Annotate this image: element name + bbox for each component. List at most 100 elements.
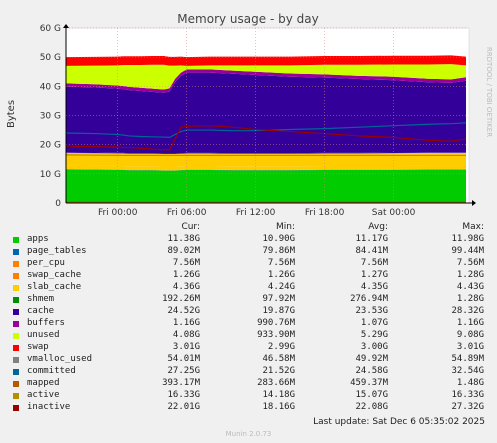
legend-max: 54.89M — [451, 354, 484, 364]
legend-cur: 4.08G — [172, 330, 200, 340]
legend-avg: 5.29G — [360, 330, 388, 340]
legend-min: 7.56M — [267, 258, 295, 268]
legend-avg: 3.00G — [360, 342, 388, 352]
area-buffers — [66, 69, 466, 93]
area-layer — [66, 55, 466, 203]
legend-min: 990.76M — [257, 318, 295, 328]
legend-min: 18.16G — [262, 402, 295, 412]
y-tick-label: 60 G — [40, 24, 61, 34]
legend-swatch — [13, 273, 19, 279]
legend-swatch — [13, 249, 19, 255]
legend-name: swap_cache — [27, 270, 82, 280]
legend-max: 16.33G — [451, 390, 484, 400]
legend-name: shmem — [27, 294, 55, 304]
y-tick-label: 30 G — [40, 112, 61, 122]
legend-swatch — [13, 405, 19, 411]
legend-swatch — [13, 285, 19, 291]
legend-avg: 24.58G — [355, 366, 388, 376]
legend-row-buffers: buffers 1.16G 990.76M 1.07G 1.16G — [0, 318, 497, 330]
legend-cur: 89.02M — [167, 246, 200, 256]
legend-row-inactive: inactive 22.01G 18.16G 22.08G 27.32G — [0, 402, 497, 414]
legend-name: slab_cache — [27, 282, 82, 292]
line-committed — [65, 122, 467, 138]
legend-name: cache — [27, 306, 55, 316]
legend-cur: 3.01G — [172, 342, 200, 352]
legend-min: 2.99G — [267, 342, 295, 352]
legend-max: 7.56M — [456, 258, 484, 268]
legend-header-cur: Cur: — [181, 222, 200, 232]
legend-cur: 54.01M — [167, 354, 200, 364]
legend-max: 9.08G — [456, 330, 484, 340]
legend-avg: 23.53G — [355, 306, 388, 316]
rrdtool-label: RRDTOOL / TOBI OETIKER — [485, 47, 493, 137]
legend-row-cache: cache 24.52G 19.87G 23.53G 28.32G — [0, 306, 497, 318]
legend-row-slab_cache: slab_cache 4.36G 4.24G 4.35G 4.43G — [0, 282, 497, 294]
legend-row-committed: committed 27.25G 21.52G 24.58G 32.54G — [0, 366, 497, 378]
legend-avg: 1.07G — [360, 318, 388, 328]
legend-row-mapped: mapped 393.17M 283.66M 459.37M 1.48G — [0, 378, 497, 390]
legend-name: committed — [27, 366, 76, 376]
legend-cur: 11.38G — [167, 234, 200, 244]
legend-row-swap: swap 3.01G 2.99G 3.00G 3.01G — [0, 342, 497, 354]
y-tick-label: 20 G — [40, 141, 61, 151]
x-tick-label: Fri 06:00 — [167, 208, 207, 218]
legend-swatch — [13, 357, 19, 363]
legend-rows: apps 11.38G 10.90G 11.17G 11.98G page_tables 8… — [0, 234, 497, 414]
legend-cur: 22.01G — [167, 402, 200, 412]
legend-min: 933.90M — [257, 330, 295, 340]
legend-min: 46.58M — [262, 354, 295, 364]
legend-row-page_tables: page_tables 89.02M 79.86M 84.41M 99.44M — [0, 246, 497, 258]
legend-avg: 11.17G — [355, 234, 388, 244]
legend-name: unused — [27, 330, 60, 340]
legend-avg: 84.41M — [355, 246, 388, 256]
legend-avg: 7.56M — [360, 258, 388, 268]
legend-cur: 1.26G — [172, 270, 200, 280]
legend-min: 79.86M — [262, 246, 295, 256]
x-tick-label: Fri 18:00 — [305, 208, 345, 218]
legend-max: 1.48G — [456, 378, 484, 388]
legend-min: 97.92M — [262, 294, 295, 304]
area-swap — [66, 55, 466, 66]
legend-swatch — [13, 333, 19, 339]
legend-cur: 1.16G — [172, 318, 200, 328]
legend-row-apps: apps 11.38G 10.90G 11.17G 11.98G — [0, 234, 497, 246]
legend-avg: 1.27G — [360, 270, 388, 280]
legend-max: 4.43G — [456, 282, 484, 292]
last-update: Last update: Sat Dec 6 05:35:02 2025 — [313, 417, 485, 427]
legend-avg: 15.07G — [355, 390, 388, 400]
legend-header-min: Min: — [275, 222, 295, 232]
area-per_cpu — [66, 169, 466, 171]
legend-row-per_cpu: per_cpu 7.56M 7.56M 7.56M 7.56M — [0, 258, 497, 270]
legend-header-max: Max: — [462, 222, 484, 232]
legend-min: 283.66M — [257, 378, 295, 388]
legend-avg: 49.92M — [355, 354, 388, 364]
x-axis-arrow-icon — [472, 200, 476, 206]
legend-max: 28.32G — [451, 306, 484, 316]
legend-name: mapped — [27, 378, 60, 388]
legend-name: vmalloc_used — [27, 354, 93, 364]
legend-min: 21.52G — [262, 366, 295, 376]
legend-max: 11.98G — [451, 234, 484, 244]
legend-row-vmalloc_used: vmalloc_used 54.01M 46.58M 49.92M 54.89M — [0, 354, 497, 366]
legend-max: 3.01G — [456, 342, 484, 352]
area-cache — [66, 72, 466, 154]
legend-min: 14.18G — [262, 390, 295, 400]
legend-cur: 393.17M — [162, 378, 200, 388]
legend-max: 27.32G — [451, 402, 484, 412]
legend-row-active: active 16.33G 14.18G 15.07G 16.33G — [0, 390, 497, 402]
y-tick-label: 50 G — [40, 53, 61, 63]
legend-avg: 4.35G — [360, 282, 388, 292]
y-axis-arrow-icon — [63, 24, 69, 28]
legend-name: per_cpu — [27, 258, 65, 268]
legend-cur: 24.52G — [167, 306, 200, 316]
area-unused — [66, 64, 466, 90]
legend-header-avg: Avg: — [368, 222, 388, 232]
legend-swatch — [13, 309, 19, 315]
legend-avg: 276.94M — [350, 294, 388, 304]
x-ticks: Fri 00:00 Fri 06:00 Fri 12:00 Fri 18:00 Sat … — [98, 208, 416, 218]
legend-avg: 459.37M — [350, 378, 388, 388]
y-axis-label: Bytes — [6, 100, 17, 128]
legend-min: 19.87G — [262, 306, 295, 316]
legend-max: 1.28G — [456, 270, 484, 280]
